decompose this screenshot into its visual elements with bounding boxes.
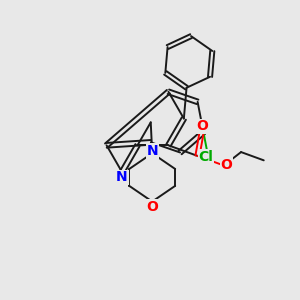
Text: O: O [146, 200, 158, 214]
Text: N: N [116, 170, 128, 184]
Text: O: O [221, 158, 232, 172]
Text: Cl: Cl [199, 150, 214, 164]
Text: N: N [146, 144, 158, 158]
Text: O: O [196, 119, 208, 133]
